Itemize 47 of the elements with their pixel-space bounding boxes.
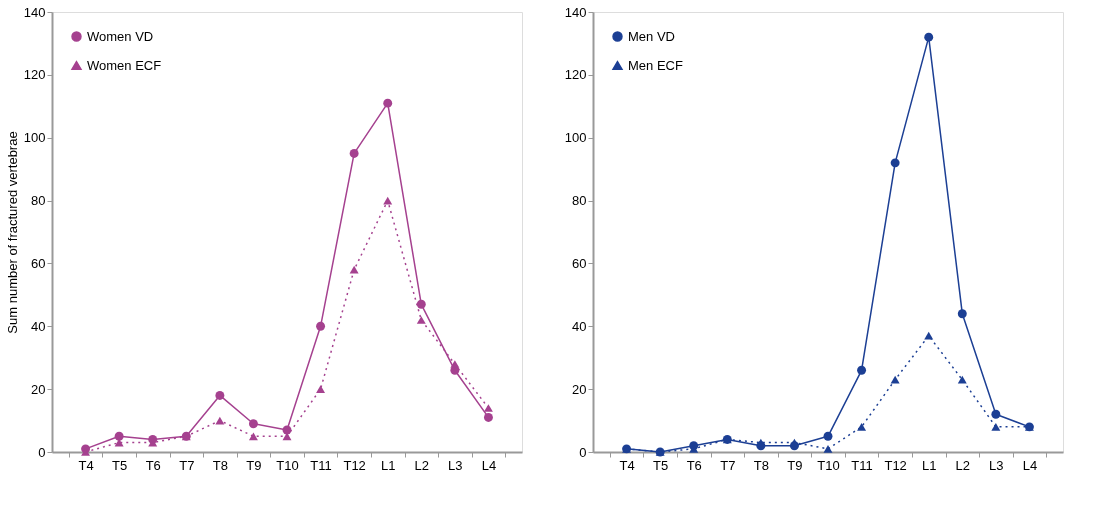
x-tick-label: T9 [787,457,803,473]
y-tick-label: 20 [572,381,587,397]
y-tick-label: 80 [31,193,46,209]
x-tick-label: T8 [753,457,769,473]
x-tick-label: T10 [817,457,840,473]
y-tick-label: 0 [579,444,587,460]
x-tick-label: T9 [246,457,262,473]
x-tick-label: L3 [989,457,1004,473]
x-tick-label: T12 [884,457,907,473]
y-tick-label: 60 [31,255,46,271]
x-tick-label: L2 [955,457,971,473]
y-tick-label: 60 [572,255,587,271]
x-tick-label: T8 [212,457,228,473]
y-tick-label: 140 [23,4,46,20]
x-tick-label: T6 [686,457,702,473]
x-tick-label: T5 [653,457,669,473]
x-tick-label: L4 [1022,457,1038,473]
y-tick-label: 100 [564,130,587,146]
y-tick-label: 100 [23,130,46,146]
x-tick-label: T11 [851,457,873,473]
x-tick-label: T7 [179,457,195,473]
y-tick-label: 120 [23,67,46,83]
legend-label: Women VD [87,28,154,44]
x-tick-label: L1 [921,457,937,473]
y-tick-label: 80 [572,193,587,209]
y-tick-label: 40 [572,318,587,334]
x-tick-label: L1 [380,457,396,473]
x-tick-label: L4 [481,457,497,473]
x-tick-label: T11 [310,457,332,473]
y-tick-label: 0 [38,444,46,460]
y-tick-label: 40 [31,318,46,334]
y-tick-label: 140 [564,4,587,20]
x-tick-label: T5 [112,457,128,473]
x-tick-label: T4 [78,457,94,473]
x-tick-label: T10 [276,457,299,473]
y-axis-title: Sum number of fractured vertebrae [4,131,20,334]
x-tick-label: T6 [145,457,161,473]
legend-label: Men VD [628,28,675,44]
x-tick-label: T7 [720,457,736,473]
x-tick-label: T4 [619,457,635,473]
legend-label: Women ECF [87,57,162,73]
legend-label: Men ECF [628,57,683,73]
x-tick-label: L3 [448,457,463,473]
x-tick-label: T12 [343,457,366,473]
y-tick-label: 120 [564,67,587,83]
y-tick-label: 20 [31,381,46,397]
x-tick-label: L2 [414,457,430,473]
